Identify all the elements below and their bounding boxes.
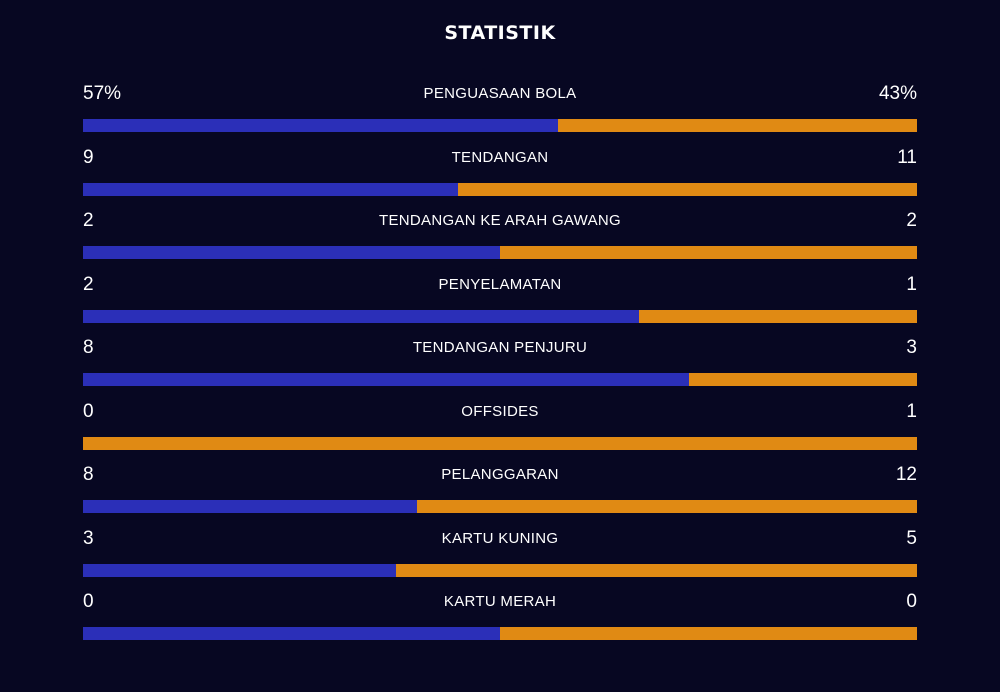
stat-label: PELANGGARAN — [441, 466, 559, 483]
comparison-bar — [83, 436, 917, 450]
comparison-bar — [83, 500, 917, 513]
stat-row-possession: 57% PENGUASAAN BOLA 43% — [83, 80, 917, 144]
away-value: 5 — [906, 527, 917, 549]
home-value: 2 — [83, 210, 94, 231]
stat-row-fouls: 8 PELANGGARAN 12 — [83, 461, 917, 525]
comparison-bar — [83, 563, 917, 577]
home-value: 57% — [83, 83, 122, 104]
stat-row-offsides: 0 OFFSIDES 1 — [83, 398, 917, 462]
away-value: 12 — [895, 464, 917, 485]
home-value: 2 — [83, 273, 94, 295]
away-value: 0 — [906, 591, 917, 612]
home-value: 0 — [83, 591, 94, 612]
home-bar-fill — [83, 563, 396, 577]
comparison-bar — [83, 182, 917, 196]
home-value: 8 — [83, 337, 94, 358]
stat-label: TENDANGAN PENJURU — [412, 339, 588, 356]
home-bar-fill — [83, 119, 559, 132]
stat-label: KARTU MERAH — [443, 593, 557, 610]
away-value: 2 — [906, 210, 917, 231]
stat-row-saves: 2 PENYELAMATAN 1 — [83, 271, 917, 335]
stat-label: KARTU KUNING — [441, 529, 559, 547]
away-value: 43% — [878, 83, 917, 104]
comparison-bar — [83, 119, 917, 132]
comparison-bar — [83, 246, 917, 259]
stat-label: OFFSIDES — [461, 402, 539, 420]
comparison-bar — [83, 309, 917, 323]
away-value: 1 — [906, 273, 917, 295]
home-bar-fill — [83, 373, 690, 386]
stat-label: TENDANGAN — [451, 148, 549, 166]
stat-label: PENYELAMATAN — [438, 275, 562, 293]
stat-row-yellow-cards: 3 KARTU KUNING 5 — [83, 525, 917, 589]
away-value: 1 — [906, 400, 917, 422]
home-value: 0 — [83, 400, 94, 422]
stat-row-shots-on-target: 2 TENDANGAN KE ARAH GAWANG 2 — [83, 207, 917, 271]
stats-title: STATISTIK — [444, 22, 556, 44]
stat-row-corners: 8 TENDANGAN PENJURU 3 — [83, 334, 917, 398]
stat-row-red-cards: 0 KARTU MERAH 0 — [83, 588, 917, 652]
stats-list: 57% PENGUASAAN BOLA 43% 9 TENDANGAN 11 2… — [83, 80, 917, 652]
home-value: 8 — [83, 464, 94, 485]
home-bar-fill — [83, 246, 500, 259]
stat-row-shots: 9 TENDANGAN 11 — [83, 144, 917, 208]
away-value: 11 — [897, 146, 917, 168]
stat-label: PENGUASAAN BOLA — [423, 85, 577, 102]
stat-label: TENDANGAN KE ARAH GAWANG — [379, 212, 621, 229]
comparison-bar — [83, 373, 917, 386]
home-value: 3 — [83, 527, 94, 549]
home-bar-fill — [83, 182, 459, 196]
home-bar-fill — [83, 309, 640, 323]
away-value: 3 — [906, 337, 917, 358]
comparison-bar — [83, 627, 917, 640]
home-value: 9 — [83, 146, 94, 168]
home-bar-fill — [83, 627, 500, 640]
home-bar-fill — [83, 500, 417, 513]
